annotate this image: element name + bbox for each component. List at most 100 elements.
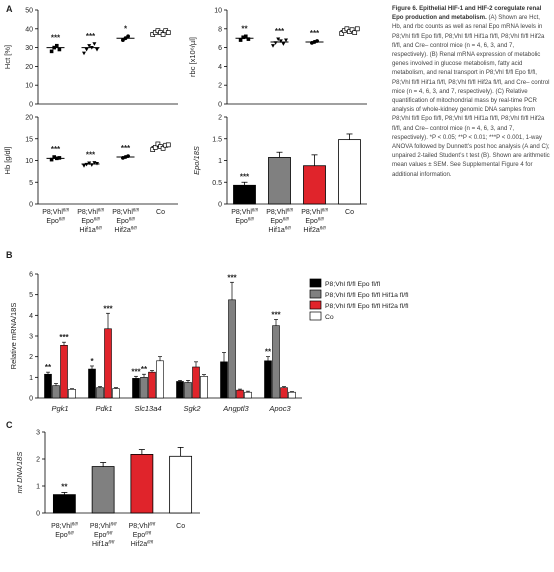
data-point xyxy=(49,157,54,162)
significance-stars: *** xyxy=(121,144,131,153)
significance-stars: ** xyxy=(141,365,148,374)
legend-swatch xyxy=(309,300,322,310)
y-tick-label: 1 xyxy=(218,158,222,165)
category-label: Sgk2 xyxy=(183,404,201,413)
group-label-sup: fl/fl xyxy=(94,217,101,222)
group-label-main: Co xyxy=(345,209,354,216)
y-axis-label: Relative mRNA/18S xyxy=(9,303,18,370)
group-label-sup: fl/fl xyxy=(63,208,70,213)
significance-stars: *** xyxy=(131,367,141,376)
bar xyxy=(91,466,115,514)
group-labels-left: P8;Vhlfl/flEpofl/flP8;Vhlfl/flEpofl/flHi… xyxy=(42,208,165,235)
group-label-sup: fl/fl xyxy=(108,540,115,545)
legend-swatch xyxy=(309,289,322,299)
y-tick-label: 50 xyxy=(25,8,33,15)
y-tick-label: 8 xyxy=(218,26,222,33)
y-tick-label: 20 xyxy=(25,64,33,71)
significance-stars: ** xyxy=(241,24,248,33)
bar xyxy=(44,373,52,399)
data-point xyxy=(84,162,89,167)
bar xyxy=(52,494,76,514)
group-label-main: Hif1a xyxy=(268,227,284,234)
y-tick-label: 5 xyxy=(29,292,33,299)
data-point xyxy=(49,49,54,54)
significance-stars: *** xyxy=(51,34,61,43)
group-label-sup: fl/fl xyxy=(68,531,75,536)
bar xyxy=(176,381,184,399)
group-label: P8;Vhlfl/fl xyxy=(42,208,69,217)
group-label-sup: fl/fl xyxy=(98,208,105,213)
y-tick-label: 0 xyxy=(29,396,33,403)
group-label-main: Epo xyxy=(46,218,59,225)
bar xyxy=(244,391,252,399)
group-label-sup: fl/fl xyxy=(131,226,138,231)
group-label: Hif2afl/fl xyxy=(303,226,326,235)
data-point xyxy=(82,164,86,168)
significance-stars: * xyxy=(124,24,128,33)
group-label-main: Hif2a xyxy=(114,227,130,234)
group-label: Hif2afl/fl xyxy=(114,226,137,235)
group-labels-c: P8;Vhlfl/flEpofl/flP8;Vhlfl/flEpofl/flHi… xyxy=(51,522,185,549)
bar xyxy=(68,389,76,399)
significance-stars: ** xyxy=(265,348,272,357)
significance-stars: *** xyxy=(240,172,250,181)
significance-stars: *** xyxy=(310,29,320,38)
group-label: P8;Vhlfl/fl xyxy=(266,208,293,217)
bar xyxy=(184,382,192,399)
data-point xyxy=(52,155,56,159)
group-label-sup: fl/fl xyxy=(287,208,294,213)
group-label-sup: fl/fl xyxy=(318,217,325,222)
y-axis-label: Hct [%] xyxy=(3,45,12,69)
y-tick-label: 6 xyxy=(218,45,222,52)
data-point xyxy=(352,30,358,35)
y-tick-label: 5 xyxy=(29,180,33,187)
y-tick-label: 0 xyxy=(29,102,33,109)
panel-letter-C: C xyxy=(6,420,13,430)
y-tick-label: 3 xyxy=(36,430,40,437)
group-label-main: P8;Vhl xyxy=(112,209,133,216)
bar xyxy=(272,325,280,399)
group-label-sup: fl/fl xyxy=(111,522,118,527)
data-point xyxy=(278,39,283,44)
bar xyxy=(338,139,361,205)
figure-caption: Figure 6. Epithelial HIF-1 and HIF-2 cor… xyxy=(392,4,550,179)
data-point xyxy=(160,145,166,151)
group-label-main: P8;Vhl xyxy=(266,209,287,216)
data-point xyxy=(339,31,345,36)
group-label-sup: fl/fl xyxy=(149,522,156,527)
data-point xyxy=(246,37,251,41)
group-label: P8;Vhlfl/fl xyxy=(51,522,78,531)
group-label: P8;Vhlfl/fl xyxy=(90,522,117,531)
group-label-main: P8;Vhl xyxy=(301,209,322,216)
bar xyxy=(60,344,68,399)
y-tick-label: 6 xyxy=(29,272,33,279)
data-point xyxy=(281,42,286,46)
group-label-main: Epo xyxy=(55,532,68,539)
bar xyxy=(288,391,296,399)
group-label-main: Hif2a xyxy=(303,227,319,234)
legend-swatch xyxy=(309,278,322,288)
group-label-sup: fl/fl xyxy=(320,226,327,231)
data-point xyxy=(344,26,350,32)
bar xyxy=(228,299,236,399)
data-point xyxy=(84,47,89,52)
group-label-sup: fl/fl xyxy=(72,522,79,527)
data-point xyxy=(87,44,92,48)
group-label: P8;Vhlfl/fl xyxy=(129,522,156,531)
y-tick-label: 2 xyxy=(218,83,222,90)
group-label: Epofl/fl xyxy=(270,217,289,226)
group-label: Epofl/fl xyxy=(46,217,65,226)
significance-stars: ** xyxy=(61,482,68,491)
legend-label: P8;Vhl fl/fl Epo fl/fl Hif2a fl/fl xyxy=(325,303,409,310)
group-label-main: Hif1a xyxy=(92,541,108,548)
group-label-main: P8;Vhl xyxy=(42,209,63,216)
group-label-sup: fl/fl xyxy=(145,531,152,536)
group-label: Epofl/fl xyxy=(94,531,113,540)
y-tick-label: 0 xyxy=(218,102,222,109)
significance-stars: *** xyxy=(227,273,237,282)
data-point xyxy=(55,43,59,48)
y-tick-label: 2 xyxy=(29,354,33,361)
y-tick-label: 3 xyxy=(29,334,33,341)
data-point xyxy=(87,161,92,166)
